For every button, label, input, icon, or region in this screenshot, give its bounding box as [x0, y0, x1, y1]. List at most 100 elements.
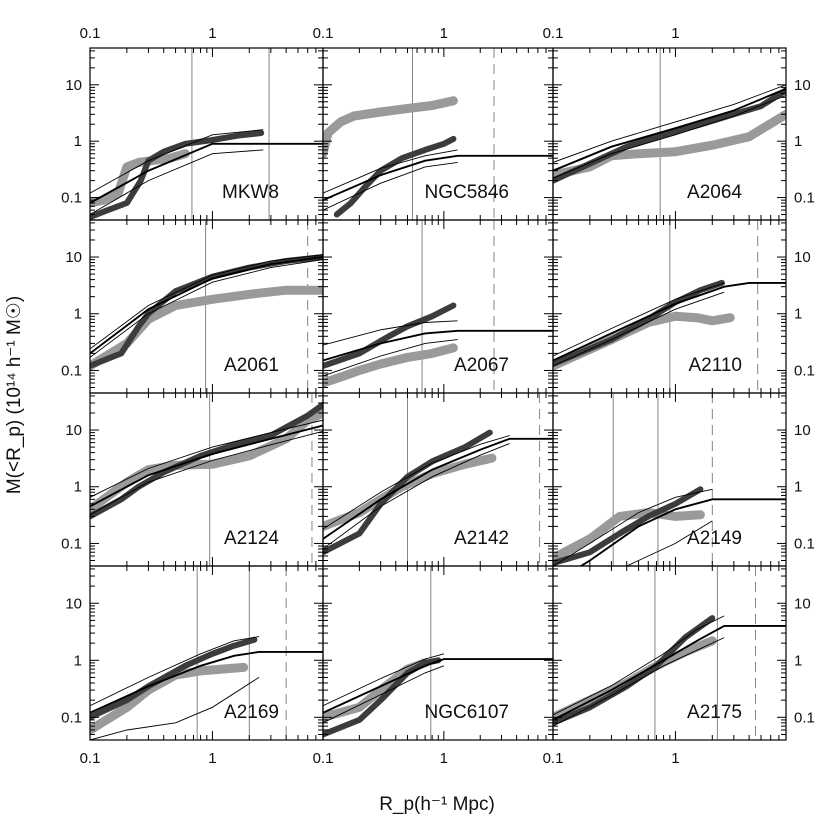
x-tick-label-top: 1: [671, 25, 679, 42]
y-tick-label-left: 1: [74, 652, 82, 669]
grey-band: [323, 96, 458, 159]
x-tick-label-bottom: 1: [440, 750, 448, 767]
y-tick-label-left: 0.1: [61, 190, 82, 207]
y-tick-label-right: 10: [794, 595, 811, 612]
panel-ticks: [89, 566, 324, 741]
y-tick-label-right: 1: [794, 652, 802, 669]
y-tick-label-left: 10: [65, 77, 82, 94]
y-tick-label-right: 0.1: [794, 190, 815, 207]
panel-mkw8: MKW8: [89, 47, 324, 221]
panel-a2149: A2149: [552, 392, 787, 567]
panel-plot-area: [553, 220, 786, 393]
cluster-label: A2061: [224, 355, 279, 376]
panel-plot-area: [323, 566, 553, 740]
panel-ticks: [322, 220, 554, 394]
panel-a2169: A2169: [89, 565, 324, 741]
cluster-label: NGC6107: [425, 702, 510, 723]
panel-a2064: A2064: [552, 47, 787, 221]
mass-profile-line: [553, 281, 786, 362]
y-tick-label-left: 0.1: [61, 535, 82, 552]
envelope-lower: [90, 149, 264, 215]
y-tick-label-right: 0.1: [794, 535, 815, 552]
cluster-label: A2067: [454, 355, 509, 376]
y-tick-label-left: 1: [74, 306, 82, 323]
panel-ticks: [552, 220, 787, 394]
dark-band: [553, 279, 725, 367]
panel-ticks: [89, 220, 324, 394]
grey-band: [323, 343, 458, 388]
envelope-upper: [553, 84, 786, 163]
x-tick-label-bottom: 1: [208, 750, 216, 767]
dark-band: [90, 130, 265, 220]
mass-profile-line: [323, 658, 553, 714]
envelope-upper: [323, 653, 445, 707]
envelope-upper: [553, 615, 725, 716]
panel-ticks: [552, 393, 787, 567]
dark-band: [323, 302, 457, 369]
panel-grid: MKW8 NGC5846 A2064 A2061 A2067 A2110 A2124 A214…: [89, 47, 787, 741]
panel-plot-area: [323, 393, 553, 566]
grey-band: [90, 408, 323, 514]
envelope-lower: [323, 443, 510, 550]
dark-band: [90, 254, 323, 369]
y-tick-label-left: 1: [74, 479, 82, 496]
mass-profile-line: [323, 329, 553, 362]
y-tick-label-left: 1: [74, 133, 82, 150]
panel-plot-area: [90, 566, 323, 740]
envelope-upper: [90, 129, 264, 194]
cluster-label: NGC5846: [425, 182, 510, 203]
y-tick-label-right: 1: [794, 306, 802, 323]
mass-profile-line: [553, 624, 786, 721]
cluster-label: A2142: [454, 528, 509, 549]
panel-ticks: [322, 566, 554, 741]
envelope-lower: [553, 291, 725, 367]
panel-plot-area: [90, 393, 323, 566]
mass-profile-line: [579, 498, 786, 566]
y-tick-label-left: 10: [65, 595, 82, 612]
envelope-lower: [553, 637, 725, 727]
y-tick-label-right: 10: [794, 249, 811, 266]
panel-ngc6107: NGC6107: [322, 565, 554, 741]
x-tick-label-bottom: 0.1: [313, 750, 334, 767]
y-tick-label-left: 10: [65, 422, 82, 439]
cluster-label: A2110: [688, 355, 742, 376]
panel-ticks: [89, 48, 324, 221]
cluster-label: A2169: [224, 702, 279, 723]
envelope-upper: [323, 149, 458, 194]
panel-ngc5846: NGC5846: [322, 47, 554, 221]
panel-plot-area: [323, 220, 553, 393]
x-tick-label-top: 0.1: [313, 25, 334, 42]
y-tick-label-left: 0.1: [61, 362, 82, 379]
x-tick-label-top: 1: [208, 25, 216, 42]
envelope-lower: [90, 677, 260, 740]
envelope-upper: [323, 320, 458, 346]
cluster-label: A2124: [224, 528, 279, 549]
y-tick-label-right: 10: [794, 77, 811, 94]
x-axis-label: R_p(h⁻¹ Mpc): [379, 794, 495, 815]
envelope-lower: [90, 430, 323, 516]
y-tick-label-left: 0.1: [61, 709, 82, 726]
mass-profile-line: [90, 650, 323, 714]
envelope-lower: [323, 665, 445, 724]
y-tick-label-right: 1: [794, 479, 802, 496]
envelope-lower: [90, 259, 323, 358]
cluster-label: A2064: [687, 182, 742, 203]
panel-plot-area: [323, 48, 553, 220]
envelope-upper: [90, 419, 323, 498]
panel-ticks: [552, 48, 787, 221]
envelope-upper: [553, 282, 725, 357]
mass-profile-line: [323, 437, 553, 540]
panel-plot-area: [553, 48, 786, 220]
panel-ticks: [89, 393, 324, 567]
mass-profile-line: [90, 142, 323, 204]
y-tick-label-left: 10: [65, 249, 82, 266]
y-axis-label: M(<R_p) (10¹⁴ h⁻¹ M☉): [4, 296, 25, 494]
y-tick-label-right: 1: [794, 133, 802, 150]
panel-ticks: [552, 566, 787, 741]
cluster-label: MKW8: [222, 182, 279, 203]
panel-plot-area: [553, 566, 786, 740]
y-tick-label-right: 10: [794, 422, 811, 439]
envelope-lower: [625, 520, 713, 566]
x-tick-label-bottom: 0.1: [543, 750, 564, 767]
panel-frame: [89, 565, 324, 741]
